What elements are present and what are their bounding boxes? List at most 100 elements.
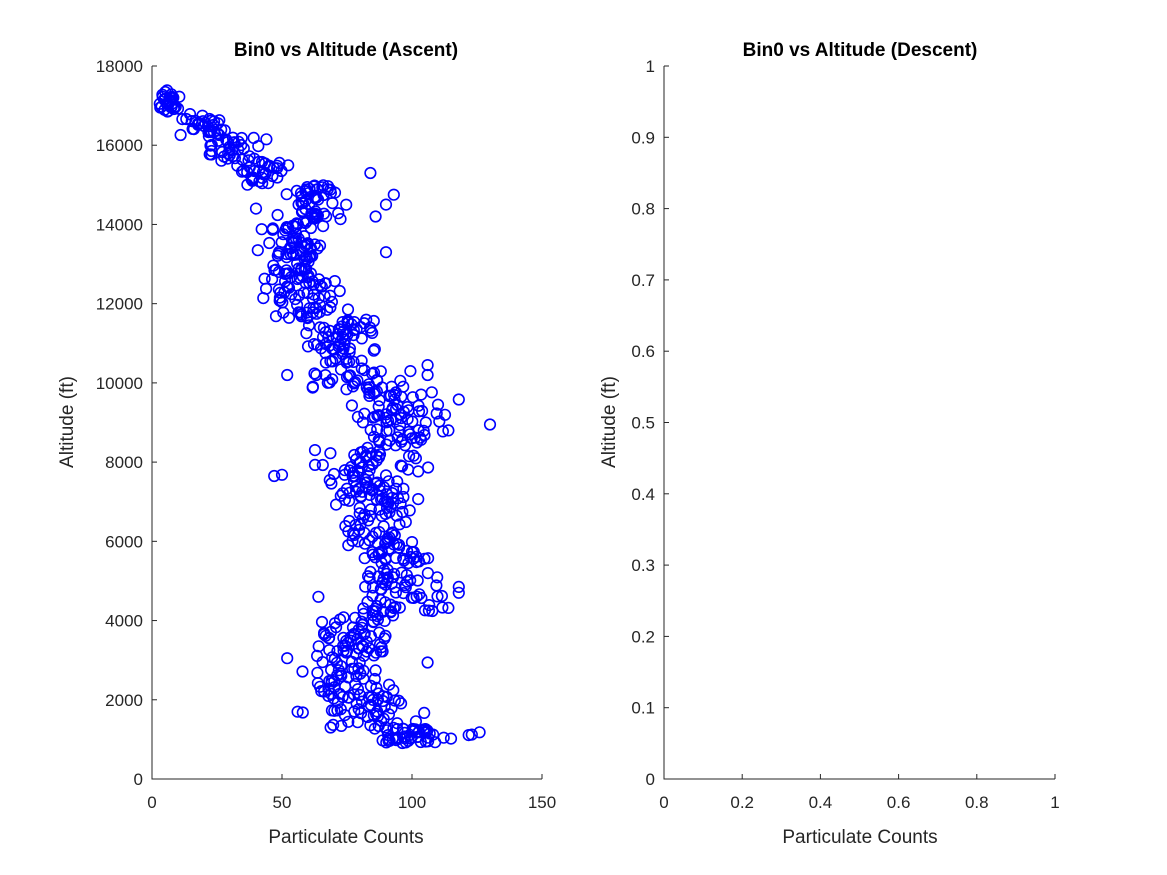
data-point (379, 578, 392, 591)
data-point (167, 91, 180, 104)
data-point (404, 574, 417, 587)
data-point (341, 303, 355, 316)
data-point (371, 423, 384, 436)
y-tick-label: 0 (134, 770, 143, 789)
data-point (442, 601, 455, 615)
data-point (483, 418, 497, 431)
data-point (377, 481, 391, 494)
data-point (354, 490, 368, 503)
data-point (426, 604, 439, 618)
data-point (306, 380, 320, 393)
data-point (268, 469, 281, 483)
data-point (421, 359, 434, 372)
data-point (368, 343, 381, 356)
data-point (404, 365, 417, 378)
data-point (323, 474, 336, 487)
y-tick-label: 6000 (105, 532, 143, 551)
data-point (403, 450, 416, 463)
data-point (357, 664, 370, 677)
data-point (389, 551, 403, 565)
data-point (308, 444, 322, 457)
data-point (352, 703, 365, 716)
data-point (444, 732, 458, 745)
data-point (281, 368, 294, 382)
x-tick-label: 50 (273, 793, 292, 812)
data-point (318, 628, 331, 641)
data-point (373, 394, 386, 407)
data-point (313, 306, 326, 319)
data-point (311, 183, 324, 196)
data-point (342, 671, 355, 684)
data-point (285, 288, 298, 301)
data-point (324, 289, 337, 302)
data-point (298, 252, 311, 265)
data-point (410, 590, 423, 603)
data-point (336, 316, 349, 329)
data-point (350, 453, 363, 466)
data-point (370, 385, 384, 398)
data-point (310, 368, 323, 382)
data-point (321, 303, 334, 316)
descent-x-ticks: 0 0.2 0.4 0.6 0.8 1 (659, 774, 1060, 812)
descent-title: Bin0 vs Altitude (Descent) (743, 40, 978, 61)
data-point (312, 640, 325, 653)
data-point (352, 482, 366, 495)
data-point (391, 492, 405, 505)
data-point (271, 249, 284, 262)
data-point (281, 652, 294, 665)
data-point (312, 590, 325, 603)
data-point (355, 332, 368, 345)
data-point (418, 706, 431, 720)
x-tick-label: 0 (147, 793, 156, 812)
data-point (373, 484, 387, 497)
data-point (442, 424, 455, 437)
data-point (277, 228, 290, 241)
data-point (215, 154, 228, 167)
data-point (397, 586, 410, 600)
descent-axis-lines (663, 66, 1055, 780)
data-point (271, 208, 284, 222)
data-point (279, 267, 292, 281)
x-tick-label: 100 (398, 793, 426, 812)
data-point (402, 463, 415, 476)
data-point (372, 570, 385, 583)
data-point (193, 116, 206, 130)
data-point (343, 342, 357, 355)
descent-y-ticks: 0 0.1 0.2 0.3 0.4 0.5 0.6 0.7 0.8 0.9 1 (631, 57, 669, 789)
data-point (390, 733, 403, 747)
data-point (241, 178, 254, 191)
data-point (302, 198, 316, 211)
data-point (379, 198, 393, 211)
data-point (334, 489, 347, 502)
data-point (395, 697, 408, 710)
data-point (271, 171, 284, 184)
x-tick-label: 0 (659, 793, 668, 812)
data-point (425, 386, 438, 399)
y-tick-label: 10000 (96, 374, 143, 393)
data-point (280, 222, 293, 235)
data-point (343, 355, 356, 368)
data-point (346, 380, 360, 393)
data-point (322, 689, 335, 703)
ascent-points (153, 84, 497, 750)
ascent-y-label: Altitude (ft) (57, 376, 78, 468)
data-point (300, 311, 313, 324)
data-point (275, 164, 288, 178)
data-point (262, 177, 275, 190)
data-point (370, 681, 383, 695)
data-point (301, 340, 315, 353)
data-point (435, 589, 449, 603)
data-point (377, 520, 390, 533)
data-point (387, 188, 400, 201)
data-point (364, 166, 377, 180)
y-tick-label: 0.1 (631, 699, 655, 718)
data-point (308, 238, 321, 251)
data-point (345, 399, 359, 412)
data-point (315, 615, 329, 629)
data-point (252, 140, 265, 153)
data-point (356, 512, 370, 525)
data-point (342, 715, 355, 728)
data-point (310, 208, 323, 221)
data-point (343, 464, 356, 477)
data-point (296, 270, 309, 283)
